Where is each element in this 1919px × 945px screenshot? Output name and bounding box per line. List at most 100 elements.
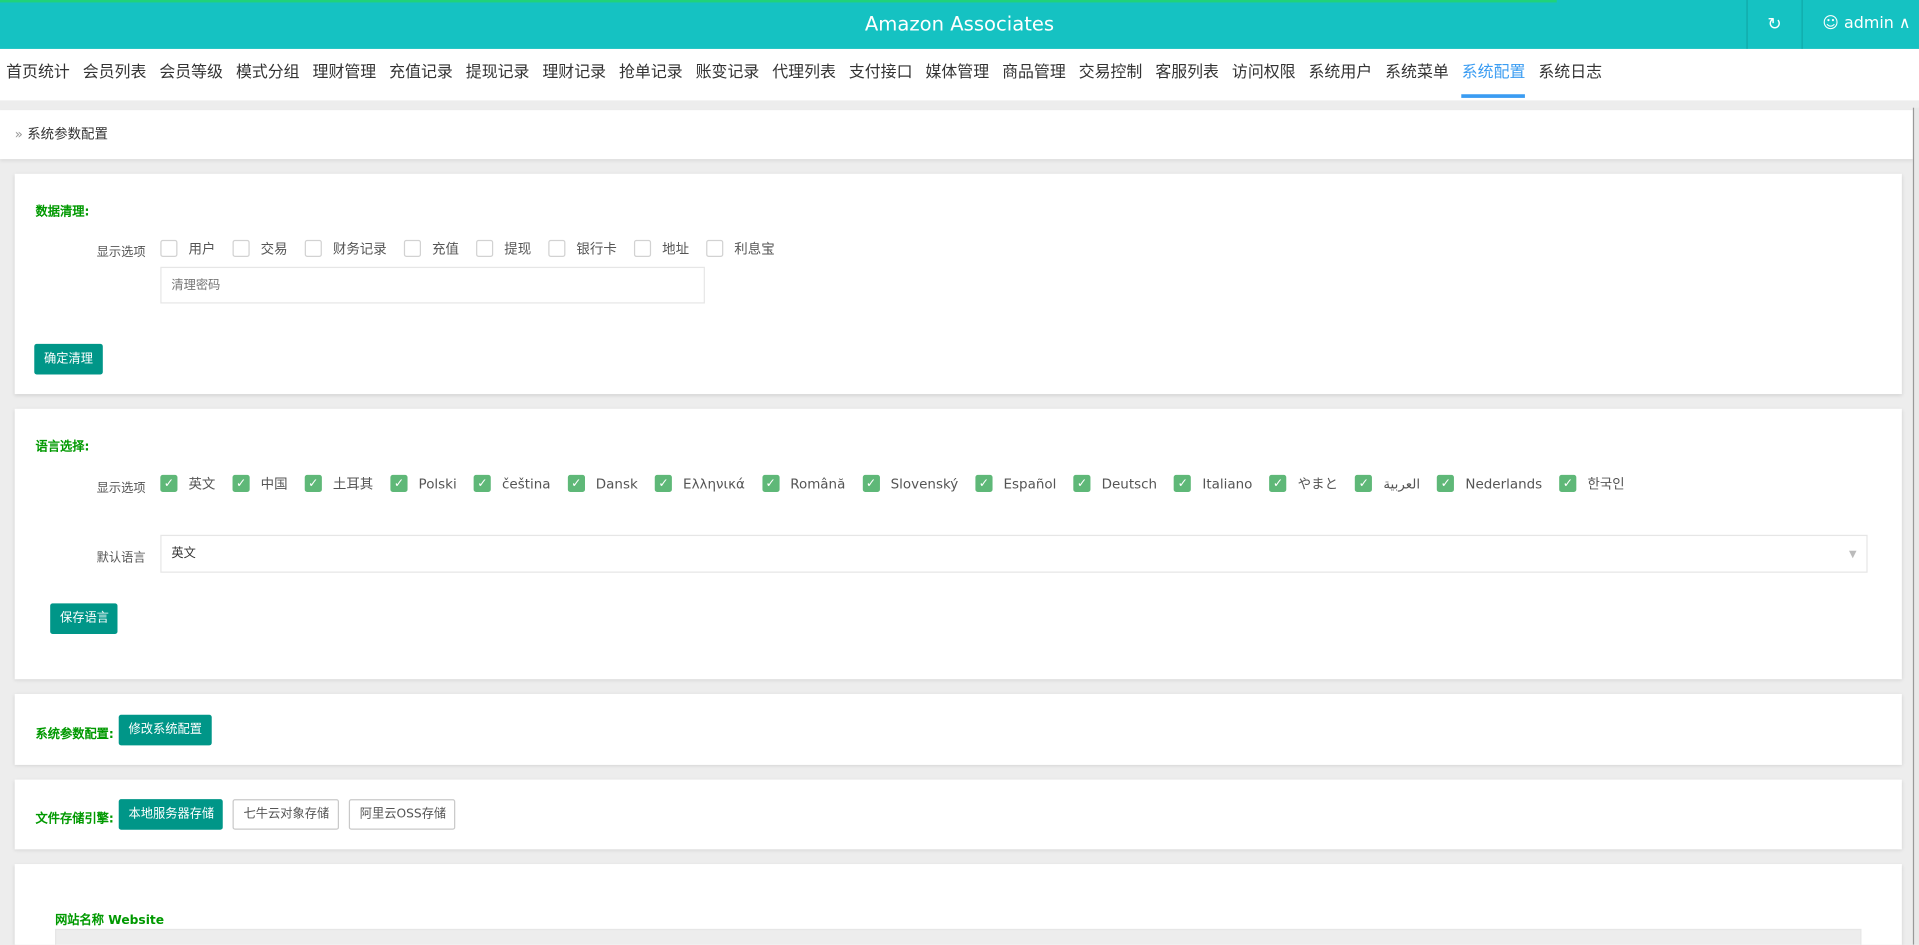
default-language-label: 默认语言: [96, 551, 146, 566]
nav-tab-9[interactable]: 账变记录: [695, 63, 760, 82]
option-10[interactable]: ✓ Deutsch: [1073, 474, 1157, 492]
option-8[interactable]: ✓ Slovenský: [862, 474, 959, 492]
option-7[interactable]: ✓ Română: [762, 474, 845, 492]
dropdown-arrow-icon: ▼: [1849, 548, 1857, 560]
option-5[interactable]: 银行卡: [548, 239, 617, 259]
checkbox-checked-icon[interactable]: ✓: [160, 474, 178, 492]
option-1[interactable]: 交易: [232, 239, 288, 259]
option-label: 英文: [188, 476, 216, 492]
confirm-clear-button[interactable]: 确定清理: [34, 343, 103, 375]
username: admin: [1843, 14, 1894, 34]
save-language-button[interactable]: 保存语言: [50, 603, 118, 634]
storage-local-button[interactable]: 本地服务器存储: [118, 799, 223, 830]
option-11[interactable]: ✓ Italiano: [1174, 474, 1252, 492]
checkbox-checked-icon[interactable]: ✓: [1174, 474, 1192, 492]
option-label: Polski: [418, 475, 457, 492]
nav-tab-2[interactable]: 会员等级: [159, 63, 223, 82]
nav-tab-19[interactable]: 系统配置: [1461, 49, 1526, 98]
checkbox-icon[interactable]: [476, 239, 494, 258]
nav-tab-14[interactable]: 交易控制: [1078, 63, 1143, 82]
checkbox-checked-icon[interactable]: ✓: [1559, 474, 1577, 492]
checkbox-checked-icon[interactable]: ✓: [1437, 474, 1455, 492]
nav-tab-17[interactable]: 系统用户: [1308, 63, 1373, 82]
nav-tab-8[interactable]: 抢单记录: [619, 63, 683, 82]
nav-tab-4[interactable]: 理财管理: [312, 63, 377, 82]
option-3[interactable]: 充值: [403, 239, 459, 259]
default-language-select[interactable]: 英文 ▼: [160, 534, 1868, 573]
clear-password-input[interactable]: [160, 266, 705, 304]
option-label: Slovenský: [890, 475, 959, 492]
nav-tab-5[interactable]: 充值记录: [389, 63, 453, 82]
option-label: 利息宝: [734, 241, 775, 258]
storage-qiniu-button[interactable]: 七牛云对象存储: [232, 799, 340, 830]
checkbox-icon[interactable]: [304, 239, 322, 258]
option-12[interactable]: ✓ やまと: [1269, 474, 1338, 494]
option-7[interactable]: 利息宝: [706, 239, 775, 259]
option-9[interactable]: ✓ Español: [975, 474, 1056, 492]
option-14[interactable]: ✓ Nederlands: [1437, 474, 1542, 492]
checkbox-checked-icon[interactable]: ✓: [473, 474, 491, 492]
option-0[interactable]: ✓ 英文: [160, 474, 215, 494]
option-1[interactable]: ✓ 中国: [232, 474, 288, 494]
breadcrumb-current: 系统参数配置: [27, 126, 108, 142]
option-2[interactable]: 财务记录: [304, 239, 387, 259]
option-label: 한국인: [1587, 476, 1625, 492]
option-6[interactable]: 地址: [633, 239, 690, 259]
option-6[interactable]: ✓ Ελληνικά: [654, 474, 745, 492]
nav-tab-15[interactable]: 客服列表: [1155, 63, 1219, 82]
checkbox-icon[interactable]: [403, 239, 422, 258]
nav-tab-6[interactable]: 提现记录: [465, 63, 530, 82]
scrollbar[interactable]: [1912, 107, 1919, 945]
option-label: Dansk: [595, 475, 638, 492]
option-2[interactable]: ✓ 土耳其: [304, 474, 374, 494]
section-title: 系统参数配置:: [35, 728, 114, 742]
checkbox-icon[interactable]: [548, 239, 566, 258]
nav-tab-1[interactable]: 会员列表: [82, 63, 147, 82]
nav-tab-3[interactable]: 模式分组: [235, 63, 300, 82]
nav-tab-13[interactable]: 商品管理: [1002, 63, 1066, 82]
option-3[interactable]: ✓ Polski: [390, 474, 457, 492]
nav-tab-7[interactable]: 理财记录: [542, 63, 607, 82]
checkbox-checked-icon[interactable]: ✓: [390, 474, 408, 492]
website-name-input[interactable]: [55, 928, 1862, 945]
options-label: 显示选项: [96, 482, 146, 496]
nav-tab-16[interactable]: 访问权限: [1231, 63, 1296, 82]
nav-tab-18[interactable]: 系统菜单: [1385, 63, 1449, 82]
checkbox-icon[interactable]: [633, 239, 652, 258]
option-label: 地址: [662, 241, 690, 258]
website-card: 网站名称 Website: [14, 864, 1902, 945]
checkbox-checked-icon[interactable]: ✓: [1269, 474, 1287, 492]
checkbox-checked-icon[interactable]: ✓: [654, 474, 673, 492]
checkbox-checked-icon[interactable]: ✓: [762, 474, 780, 492]
checkbox-checked-icon[interactable]: ✓: [567, 474, 585, 492]
checkbox-checked-icon[interactable]: ✓: [232, 474, 250, 492]
nav-tab-10[interactable]: 代理列表: [772, 63, 836, 82]
option-5[interactable]: ✓ Dansk: [567, 474, 638, 492]
refresh-button[interactable]: ↻: [1748, 0, 1802, 49]
option-4[interactable]: 提现: [476, 239, 531, 259]
nav-tab-11[interactable]: 支付接口: [848, 63, 913, 82]
checkbox-icon[interactable]: [706, 239, 724, 258]
checkbox-checked-icon[interactable]: ✓: [862, 474, 880, 492]
checkbox-icon[interactable]: [232, 239, 250, 258]
storage-aliyun-button[interactable]: 阿里云OSS存储: [348, 799, 456, 830]
option-4[interactable]: ✓ čeština: [473, 474, 551, 492]
checkbox-icon[interactable]: [160, 239, 178, 258]
options-label: 显示选项: [96, 245, 146, 260]
nav-tab-20[interactable]: 系统日志: [1538, 63, 1603, 82]
checkbox-checked-icon[interactable]: ✓: [304, 474, 322, 492]
user-icon: ☺: [1822, 14, 1839, 34]
option-0[interactable]: 用户: [160, 239, 215, 259]
user-menu[interactable]: ☺ admin ∧: [1803, 0, 1919, 49]
option-label: Ελληνικά: [683, 475, 745, 492]
nav-tab-12[interactable]: 媒体管理: [925, 63, 990, 82]
checkbox-checked-icon[interactable]: ✓: [975, 474, 993, 492]
checkbox-checked-icon[interactable]: ✓: [1073, 474, 1091, 492]
edit-config-button[interactable]: 修改系统配置: [118, 714, 212, 746]
option-15[interactable]: ✓ 한국인: [1559, 474, 1625, 494]
nav-tab-0[interactable]: 首页统计: [6, 63, 70, 82]
checkbox-checked-icon[interactable]: ✓: [1355, 474, 1373, 492]
option-label: 土耳其: [332, 476, 374, 492]
option-13[interactable]: ✓ العربية: [1355, 474, 1420, 492]
divider: [1801, 0, 1803, 49]
